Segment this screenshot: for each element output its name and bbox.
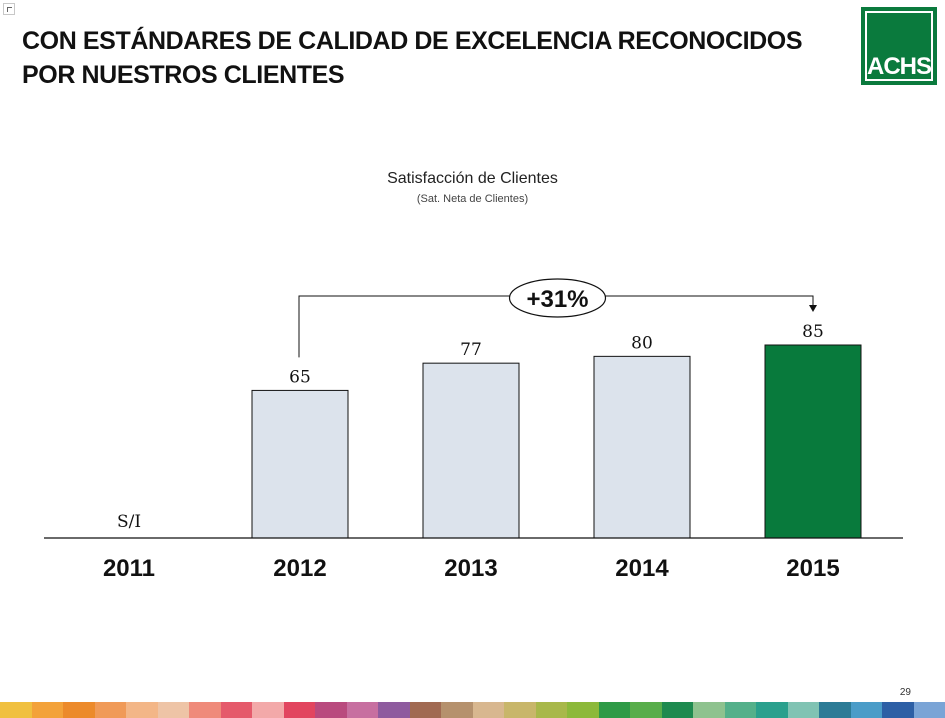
footer-strip-segment	[567, 702, 599, 718]
footer-color-strip	[0, 702, 945, 718]
footer-strip-segment	[31, 702, 63, 718]
footer-strip-segment	[535, 702, 567, 718]
footer-strip-segment	[283, 702, 315, 718]
growth-badge-oval	[508, 278, 607, 318]
footer-strip-segment	[819, 702, 851, 718]
footer-strip-segment	[409, 702, 441, 718]
logo-frame	[865, 11, 933, 81]
footer-strip-segment	[315, 702, 347, 718]
footer-strip-segment	[756, 702, 788, 718]
footer-strip-segment	[850, 702, 882, 718]
bar-2015	[764, 344, 862, 539]
corner-mark	[3, 3, 15, 15]
footer-strip-segment	[724, 702, 756, 718]
footer-strip-segment	[378, 702, 410, 718]
chart-title: Satisfacción de Clientes	[387, 170, 558, 187]
footer-strip-segment	[94, 702, 126, 718]
achs-logo: ACHS	[861, 7, 937, 85]
footer-strip-segment	[693, 702, 725, 718]
x-tick-label-2011: 2011	[103, 555, 155, 582]
footer-strip-segment	[0, 702, 32, 718]
footer-strip-segment	[882, 702, 914, 718]
growth-badge-label: +31%	[526, 286, 588, 313]
logo-text: ACHS	[866, 53, 932, 80]
footer-strip-segment	[220, 702, 252, 718]
bar-2013	[422, 362, 520, 539]
footer-strip-segment	[157, 702, 189, 718]
footer-strip-segment	[787, 702, 819, 718]
data-label-2014: 80	[631, 333, 653, 353]
x-tick-label-2015: 2015	[786, 555, 839, 582]
footer-strip-segment	[661, 702, 693, 718]
x-tick-label-2014: 2014	[615, 555, 669, 582]
growth-bracket-arrowhead	[809, 305, 817, 312]
footer-strip-segment	[63, 702, 95, 718]
footer-strip-segment	[252, 702, 284, 718]
data-label-2011: S/I	[117, 512, 141, 532]
bar-2012	[251, 389, 349, 539]
data-label-2013: 77	[460, 340, 482, 360]
footer-strip-segment	[346, 702, 378, 718]
footer-strip-segment	[441, 702, 473, 718]
chart-subtitle: (Sat. Neta de Clientes)	[416, 193, 529, 205]
bar-2014	[593, 355, 691, 539]
data-label-2012: 65	[289, 367, 311, 387]
footer-strip-segment	[504, 702, 536, 718]
data-label-2015: 85	[802, 322, 824, 342]
footer-strip-segment	[472, 702, 504, 718]
footer-strip-segment	[913, 702, 945, 718]
footer-strip-segment	[598, 702, 630, 718]
footer-strip-segment	[189, 702, 221, 718]
footer-strip-segment	[630, 702, 662, 718]
footer-strip-segment	[126, 702, 158, 718]
x-tick-label-2012: 2012	[273, 555, 326, 582]
page-number: 29	[899, 687, 911, 698]
page-title: CON ESTÁNDARES DE CALIDAD DE EXCELENCIA …	[22, 27, 803, 89]
x-tick-label-2013: 2013	[444, 555, 497, 582]
